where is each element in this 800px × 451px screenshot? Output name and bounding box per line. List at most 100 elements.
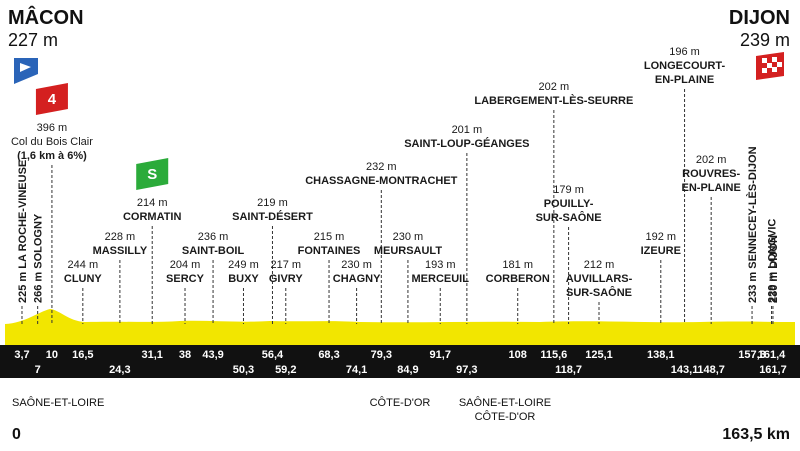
km-label: 161,4 [758,349,786,361]
place-altitude: 196 m [669,46,700,58]
place-label: 266 m SOLOGNY [33,213,45,303]
place-name: SAINT-LOUP-GÉANGES [404,137,529,150]
km-label: 74,1 [346,364,367,376]
place-altitude: 202 m [539,81,570,93]
place-name: IZEURE [641,245,681,257]
place-name: LA ROCHE-VINEUSE [17,160,29,269]
region-label: SAÔNE-ET-LOIRE [459,396,551,409]
place-name: SENNECEY-LÈS-DIJON [746,146,759,268]
finish-name: DIJON [729,7,790,29]
place-altitude: 181 m [502,259,533,271]
place-altitude: 215 m [314,231,345,243]
km-label: 84,9 [397,364,418,376]
badge [136,158,169,190]
region-label: SAÔNE-ET-LOIRE [12,396,104,409]
badge-label: S [147,166,157,183]
place-altitude: 204 m [170,259,201,271]
km-label: 138,1 [647,349,675,361]
distance-total: 163,5 km [722,426,790,443]
place-name: SAINT-DÉSERT [232,210,313,223]
km-label: 125,1 [585,349,613,361]
place-altitude: 193 m [425,259,456,271]
place-name: SERCY [166,273,205,285]
place-altitude: 212 m [584,259,615,271]
finish-flag [756,52,784,80]
km-label: 7 [35,364,41,376]
km-label: 56,4 [262,349,284,361]
badge [35,83,68,115]
place-altitude: 201 m [452,124,483,136]
place-altitude: 230 m [341,259,372,271]
km-label: 68,3 [318,349,339,361]
place-name: EN-PLAINE [682,182,741,194]
place-name: MEURSAULT [374,245,443,257]
km-label: 97,3 [456,364,477,376]
place-name: BUXY [228,273,259,285]
start-name: MÂCON [8,5,84,29]
distance-start: 0 [12,426,21,443]
place-name: MERCEUIL [412,273,470,285]
place-altitude: 202 m [696,154,727,166]
km-label: 91,7 [430,349,451,361]
place-altitude: 396 m [37,122,68,134]
place-name: FONTAINES [298,245,361,257]
badge-label: 4 [48,91,57,108]
place-altitude: 230 m [768,272,780,303]
km-label: 10 [46,349,58,361]
place-altitude: 229 m [767,272,779,303]
place-altitude: 232 m [366,161,397,173]
km-label: 31,1 [142,349,163,361]
place-label: 225 m LA ROCHE-VINEUSE [17,160,29,303]
place-name: CORMATIN [123,211,182,223]
place-name: LONGVIC [767,219,779,269]
place-altitude: 217 m [270,259,301,271]
place-name: AUVILLARS- [566,273,633,285]
place-name: EN-PLAINE [655,74,714,86]
place-name: LABERGEMENT-LÈS-SEURRE [474,94,633,107]
place-name: SOLOGNY [33,213,45,269]
km-band [0,345,800,378]
place-label: 229 m LONGVIC [767,219,779,303]
place-name: CLUNY [64,273,103,285]
place-altitude: 236 m [198,231,229,243]
km-label: 59,2 [275,364,296,376]
place-altitude: 249 m [228,259,259,271]
finish-altitude: 239 m [740,30,790,50]
km-label: 50,3 [233,364,254,376]
km-label: 79,3 [371,349,392,361]
place-altitude: 266 m [33,272,45,303]
place-altitude: 214 m [137,197,168,209]
place-name: Col du Bois Clair [11,136,93,148]
place-altitude: 225 m [17,272,29,303]
place-name: SAINT-BOIL [182,245,245,257]
km-label: 3,7 [14,349,29,361]
km-label: 43,9 [202,349,223,361]
start-flag-arrow [20,63,31,72]
region-label: CÔTE-D'OR [370,396,431,409]
km-label: 108 [509,349,527,361]
place-altitude: 233 m [747,272,759,303]
start-flag [14,58,38,84]
km-label: 115,6 [540,349,567,361]
start-altitude: 227 m [8,30,58,50]
place-name: LONGECOURT- [644,60,726,72]
place-name: GIVRY [269,273,303,285]
place-altitude: 230 m [393,231,424,243]
km-label: 148,7 [697,364,725,376]
place-altitude: 244 m [68,259,99,271]
place-name: MASSILLY [93,245,148,257]
place-name: POUILLY- [544,198,594,210]
km-label: 143,1 [671,364,699,376]
km-label: 24,3 [109,364,130,376]
km-label: 16,5 [72,349,93,361]
region-label: CÔTE-D'OR [475,410,536,423]
km-label: 118,7 [555,364,582,376]
place-name: SUR-SAÔNE [566,286,632,299]
km-label: 161,7 [759,364,787,376]
place-name: DIJON [768,235,780,269]
place-altitude: 219 m [257,197,288,209]
place-label: 230 m DIJON [768,235,780,303]
place-altitude: 192 m [646,231,677,243]
place-altitude: 179 m [553,184,584,196]
